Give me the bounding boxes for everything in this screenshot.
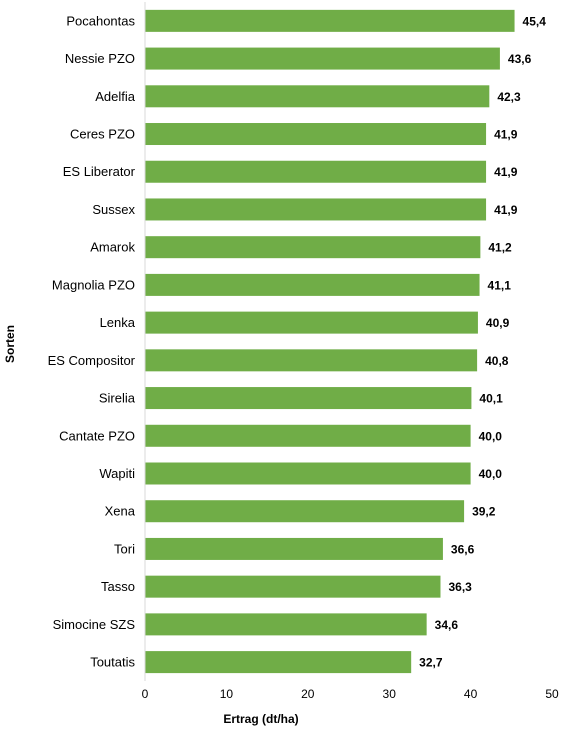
bar: [145, 9, 515, 32]
category-label: Magnolia PZO: [52, 277, 135, 292]
y-axis-title: Sorten: [3, 325, 17, 363]
category-label: Adelfia: [95, 89, 136, 104]
data-label: 40,0: [479, 467, 503, 481]
data-label: 36,6: [451, 542, 475, 556]
category-label: Nessie PZO: [65, 51, 135, 66]
x-tick-label: 0: [142, 687, 149, 701]
data-label: 40,8: [485, 354, 509, 368]
category-label: Xena: [105, 504, 136, 519]
data-label: 41,9: [494, 128, 518, 142]
category-label: Tori: [114, 541, 135, 556]
data-label: 32,7: [419, 656, 443, 670]
bar: [145, 387, 472, 410]
bar: [145, 651, 412, 674]
category-label: Ceres PZO: [70, 127, 135, 142]
bar: [145, 462, 471, 485]
category-label: Cantate PZO: [59, 428, 135, 443]
data-label: 39,2: [472, 505, 496, 519]
data-label: 41,1: [488, 278, 512, 292]
category-label: Wapiti: [99, 466, 135, 481]
bar: [145, 123, 487, 146]
x-tick-label: 20: [301, 687, 315, 701]
x-tick-label: 40: [464, 687, 478, 701]
bar: [145, 500, 465, 523]
data-label: 42,3: [497, 90, 521, 104]
bar: [145, 273, 480, 296]
category-label: Amarok: [90, 240, 135, 255]
bar: [145, 311, 478, 334]
data-label: 41,9: [494, 203, 518, 217]
category-label: Pocahontas: [66, 13, 135, 28]
bar: [145, 160, 487, 183]
bar: [145, 85, 490, 108]
bar: [145, 575, 441, 598]
category-labels: Pocahontas Nessie PZO Adelfia Ceres PZO ES L…: [48, 13, 136, 669]
x-axis-title: Ertrag (dt/ha): [223, 712, 298, 726]
bar: [145, 47, 500, 70]
category-label: Sirelia: [99, 391, 136, 406]
data-label: 40,0: [479, 429, 503, 443]
data-label: 41,2: [488, 241, 512, 255]
category-label: ES Liberator: [63, 164, 136, 179]
category-label: Sussex: [92, 202, 135, 217]
category-label: Simocine SZS: [53, 617, 136, 632]
bar: [145, 537, 443, 560]
bar: [145, 424, 471, 447]
value-labels: 45,4 43,6 42,3 41,9 41,9 41,9 41,2 41,1 40,9 40,8…: [419, 14, 546, 669]
bar: [145, 198, 487, 221]
x-tick-label: 10: [220, 687, 234, 701]
category-label: ES Compositor: [48, 353, 136, 368]
category-label: Lenka: [100, 315, 136, 330]
x-tick-label: 30: [383, 687, 397, 701]
data-label: 34,6: [435, 618, 459, 632]
category-label: Tasso: [101, 579, 135, 594]
data-label: 36,3: [448, 580, 472, 594]
data-label: 40,9: [486, 316, 510, 330]
bar: [145, 613, 427, 636]
bar: [145, 349, 478, 372]
category-label: Toutatis: [90, 655, 135, 670]
data-label: 40,1: [479, 392, 503, 406]
x-tick-labels: 0 10 20 30 40 50: [142, 687, 559, 701]
data-label: 41,9: [494, 165, 518, 179]
bars: [145, 9, 515, 674]
data-label: 43,6: [508, 52, 532, 66]
x-tick-label: 50: [545, 687, 559, 701]
bar: [145, 236, 481, 259]
data-label: 45,4: [523, 14, 547, 28]
